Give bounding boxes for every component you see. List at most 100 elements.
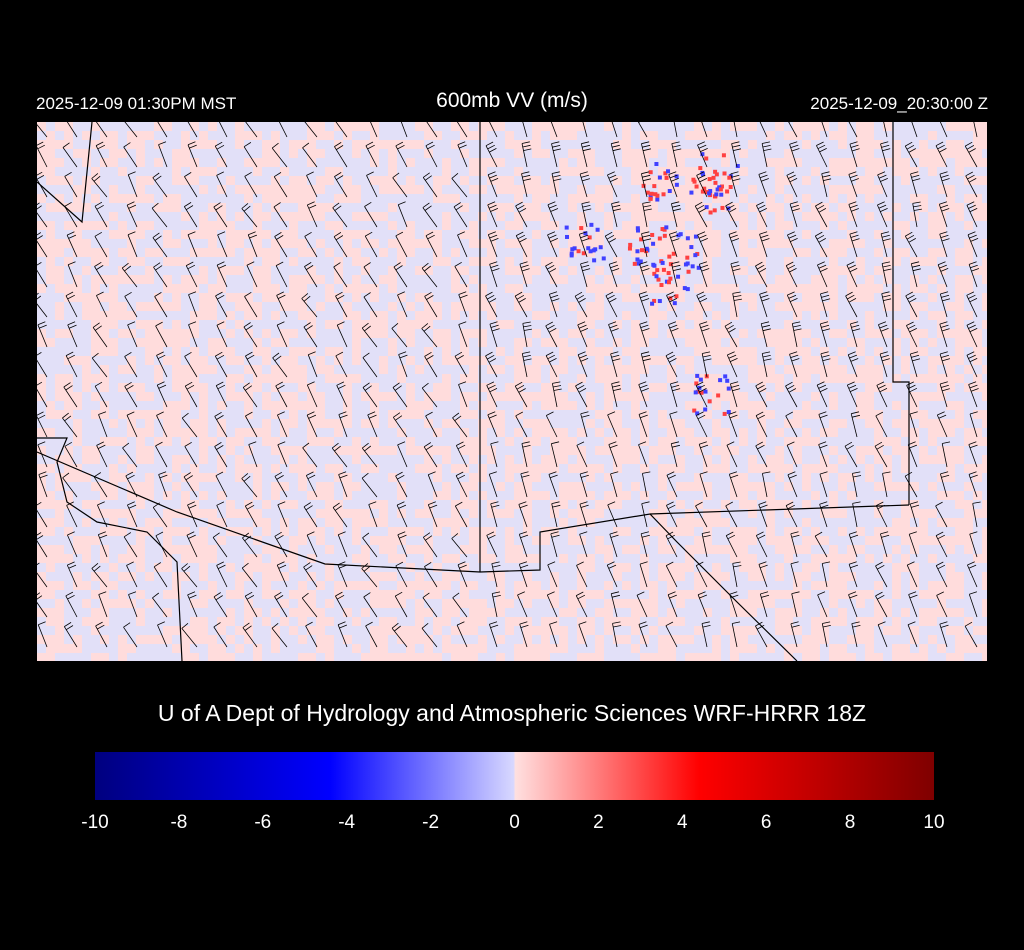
wind-barb (579, 531, 588, 558)
wind-barb (152, 592, 168, 618)
wind-barb (968, 441, 978, 468)
wind-barb (126, 201, 138, 228)
wind-barb (245, 351, 258, 378)
wind-barb (821, 621, 831, 648)
wind-barb (273, 202, 288, 228)
wind-barb (695, 381, 708, 408)
wind-barb (213, 622, 228, 648)
wind-barb (696, 291, 708, 318)
wind-barb (820, 351, 831, 378)
wind-barb (364, 201, 378, 228)
wind-barb (849, 231, 860, 258)
wind-barb (939, 381, 950, 408)
wind-barb (425, 411, 438, 438)
wind-barb (817, 261, 828, 288)
wind-barb (789, 201, 800, 228)
wind-barb (338, 411, 348, 438)
wind-barb (607, 501, 618, 528)
wind-barb (579, 501, 589, 528)
wind-barb (37, 411, 48, 438)
wind-barb (37, 532, 48, 558)
colorbar-tick-label: -8 (170, 812, 188, 833)
wind-barb (848, 591, 858, 618)
wind-barb (725, 201, 738, 228)
wind-barb (392, 382, 408, 408)
wind-barb (424, 562, 438, 588)
wind-barb (728, 231, 740, 258)
wind-barb (454, 501, 468, 528)
wind-barb (904, 231, 918, 258)
wind-barb (514, 291, 528, 318)
wind-barb (641, 501, 650, 528)
wind-barb (730, 261, 741, 288)
wind-barb (215, 471, 228, 498)
wind-barb (241, 203, 258, 228)
wind-barb (216, 501, 228, 528)
wind-barb (965, 171, 978, 198)
colorbar-tick-label: 6 (760, 812, 772, 833)
wind-barb (391, 622, 408, 648)
wind-barb (755, 621, 768, 648)
wind-barb (609, 531, 619, 558)
wind-barb (188, 321, 198, 348)
wind-barb (666, 291, 678, 318)
wind-barb (125, 471, 138, 498)
wind-barb (485, 291, 498, 318)
wind-barb (935, 531, 948, 558)
wind-barb (881, 261, 892, 288)
wind-barb (127, 171, 138, 198)
wind-barb (64, 201, 78, 228)
wind-barb (361, 322, 378, 348)
wind-barb (363, 262, 378, 288)
wind-barb (457, 231, 468, 258)
wind-barb (124, 381, 138, 408)
wind-barb (791, 321, 802, 348)
wind-barb (639, 321, 650, 348)
wind-barb (361, 563, 378, 588)
wind-barb (424, 291, 438, 318)
wind-barb (818, 411, 828, 438)
wind-barb (397, 441, 408, 468)
wind-barb (968, 261, 980, 288)
wind-barb (243, 322, 258, 348)
wind-barb (306, 381, 318, 408)
wind-barb (37, 381, 48, 408)
wind-barb (124, 291, 138, 318)
wind-barb (875, 591, 888, 618)
wind-barb (612, 621, 622, 648)
wind-barb (151, 202, 168, 228)
wind-barb (244, 291, 258, 318)
wind-barb (936, 591, 948, 618)
wind-barb (517, 591, 528, 618)
wind-barb (638, 411, 648, 438)
wind-barb (785, 411, 798, 438)
wind-barb (395, 231, 408, 258)
wind-barb (939, 231, 950, 258)
wind-barb (185, 261, 198, 288)
wind-barb (458, 291, 468, 318)
wind-barb (610, 471, 619, 498)
wind-barb (848, 171, 859, 198)
wind-barb (183, 472, 198, 498)
wind-barb (880, 231, 891, 258)
wind-barb (580, 141, 591, 168)
wind-barb (786, 291, 798, 318)
wind-barb (307, 351, 318, 378)
wind-barb (973, 122, 978, 138)
wind-barb (518, 501, 528, 528)
wind-barb (785, 501, 798, 528)
colorbar-tick-label: 10 (923, 812, 945, 833)
wind-barb (817, 591, 828, 618)
wind-barb (821, 171, 832, 198)
wind-barb (155, 321, 168, 348)
wind-barb (62, 412, 78, 438)
wind-barb (786, 441, 798, 468)
wind-barb (937, 261, 949, 288)
wind-barb (458, 381, 468, 408)
wind-barb (852, 501, 861, 528)
wind-barb (400, 122, 408, 138)
wind-barb (486, 531, 498, 558)
wind-barb (521, 171, 531, 198)
wind-barb (394, 591, 408, 618)
wind-barb (301, 592, 318, 618)
